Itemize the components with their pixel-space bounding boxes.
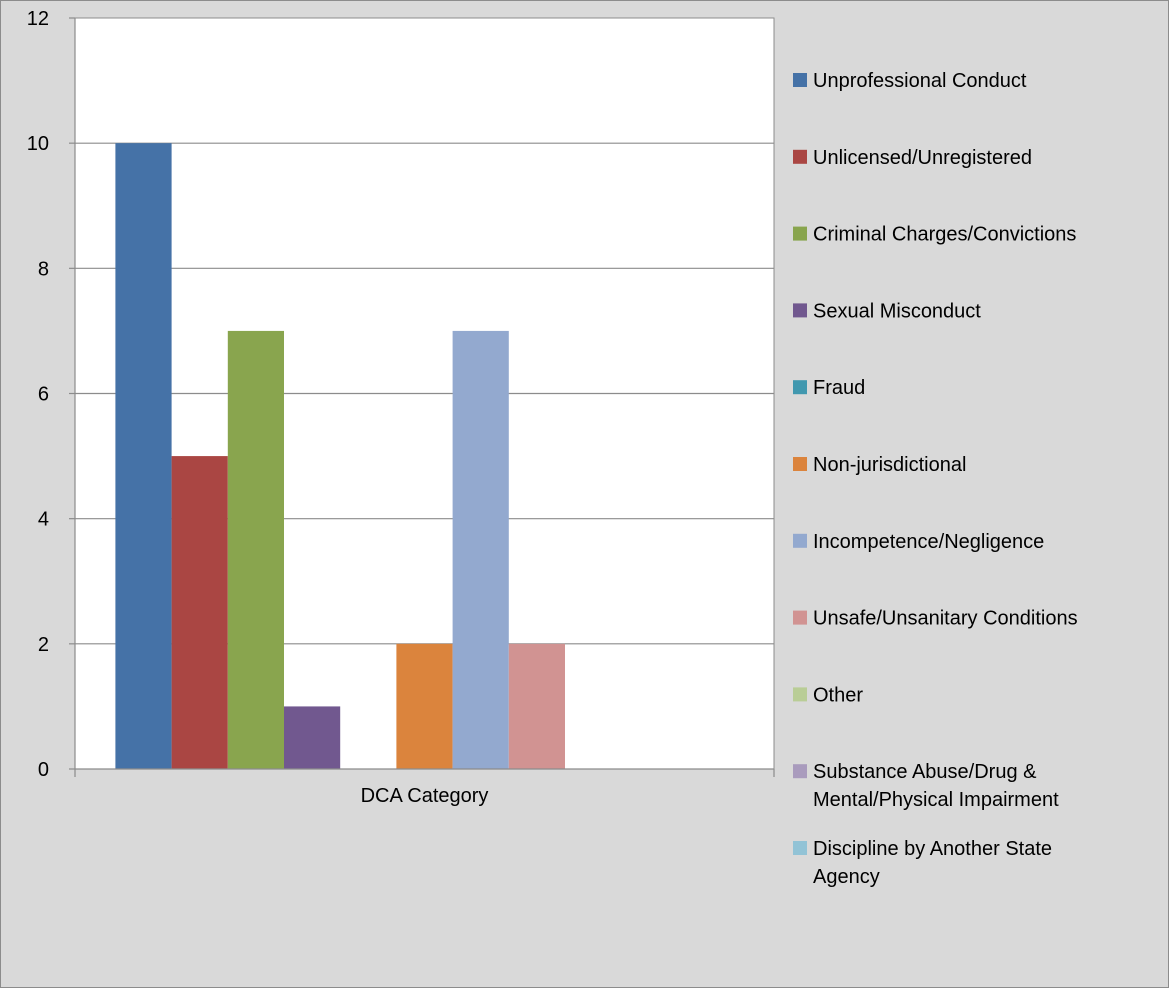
y-tick-label: 2 — [38, 634, 49, 656]
legend-swatch — [793, 533, 807, 548]
legend-label: Incompetence/Negligence — [813, 531, 1044, 553]
legend: Unprofessional Conduct Unlicensed/Unregis… — [793, 70, 1078, 888]
legend-label: Discipline by Another State Agency — [813, 838, 1052, 888]
bar — [508, 643, 565, 769]
legend-label: Non-jurisdictional — [813, 454, 966, 476]
bar — [171, 456, 228, 769]
legend-label: Unsafe/Unsanitary Conditions — [813, 608, 1078, 630]
legend-label: Substance Abuse/Drug & Mental/Physical Im… — [813, 761, 1059, 811]
legend-label-line: Incompetence/Negligence — [813, 531, 1044, 553]
legend-swatch — [793, 687, 807, 702]
y-tick-label: 0 — [38, 759, 49, 781]
bar — [452, 330, 509, 769]
legend-swatch — [793, 149, 807, 164]
legend-label: Unlicensed/Unregistered — [813, 147, 1032, 169]
legend-label: Fraud — [813, 377, 865, 399]
legend-label: Unprofessional Conduct — [813, 70, 1027, 92]
legend-swatch — [793, 610, 807, 625]
legend-swatch — [793, 73, 807, 87]
legend-label-line: Criminal Charges/Convictions — [813, 224, 1076, 246]
axes: 0 2 4 6 8 10 12 DCA Category — [27, 8, 775, 807]
y-tick-label: 12 — [27, 8, 49, 30]
legend-swatch — [793, 226, 807, 241]
legend-label-line: Substance Abuse/Drug & — [813, 761, 1037, 783]
legend-label-line: Fraud — [813, 377, 865, 399]
legend-swatch — [793, 841, 807, 855]
legend-label-line: Unsafe/Unsanitary Conditions — [813, 608, 1078, 630]
bar — [227, 330, 284, 769]
legend-swatch — [793, 303, 807, 318]
legend-label-line: Mental/Physical Impairment — [813, 789, 1059, 811]
legend-label-line: Agency — [813, 866, 880, 888]
y-tick-label: 4 — [38, 509, 49, 531]
legend-label: Other — [813, 684, 863, 706]
bar — [396, 643, 453, 769]
legend-swatch — [793, 764, 807, 779]
legend-label-line: Unlicensed/Unregistered — [813, 147, 1032, 169]
legend-label-line: Other — [813, 684, 863, 706]
legend-label-line: Discipline by Another State — [813, 838, 1052, 860]
y-tick-label: 10 — [27, 133, 49, 155]
bar — [115, 143, 172, 769]
legend-label-line: Unprofessional Conduct — [813, 70, 1027, 92]
legend-label-line: Non-jurisdictional — [813, 454, 966, 476]
y-tick-label: 6 — [38, 384, 49, 406]
y-tick-label: 8 — [38, 258, 49, 280]
bar — [284, 706, 341, 769]
legend-swatch — [793, 380, 807, 395]
x-tick-label: DCA Category — [361, 785, 489, 807]
legend-label-line: Sexual Misconduct — [813, 300, 981, 322]
legend-label: Sexual Misconduct — [813, 300, 981, 322]
bars — [115, 143, 565, 769]
legend-swatch — [793, 457, 807, 471]
legend-label: Criminal Charges/Convictions — [813, 224, 1076, 246]
